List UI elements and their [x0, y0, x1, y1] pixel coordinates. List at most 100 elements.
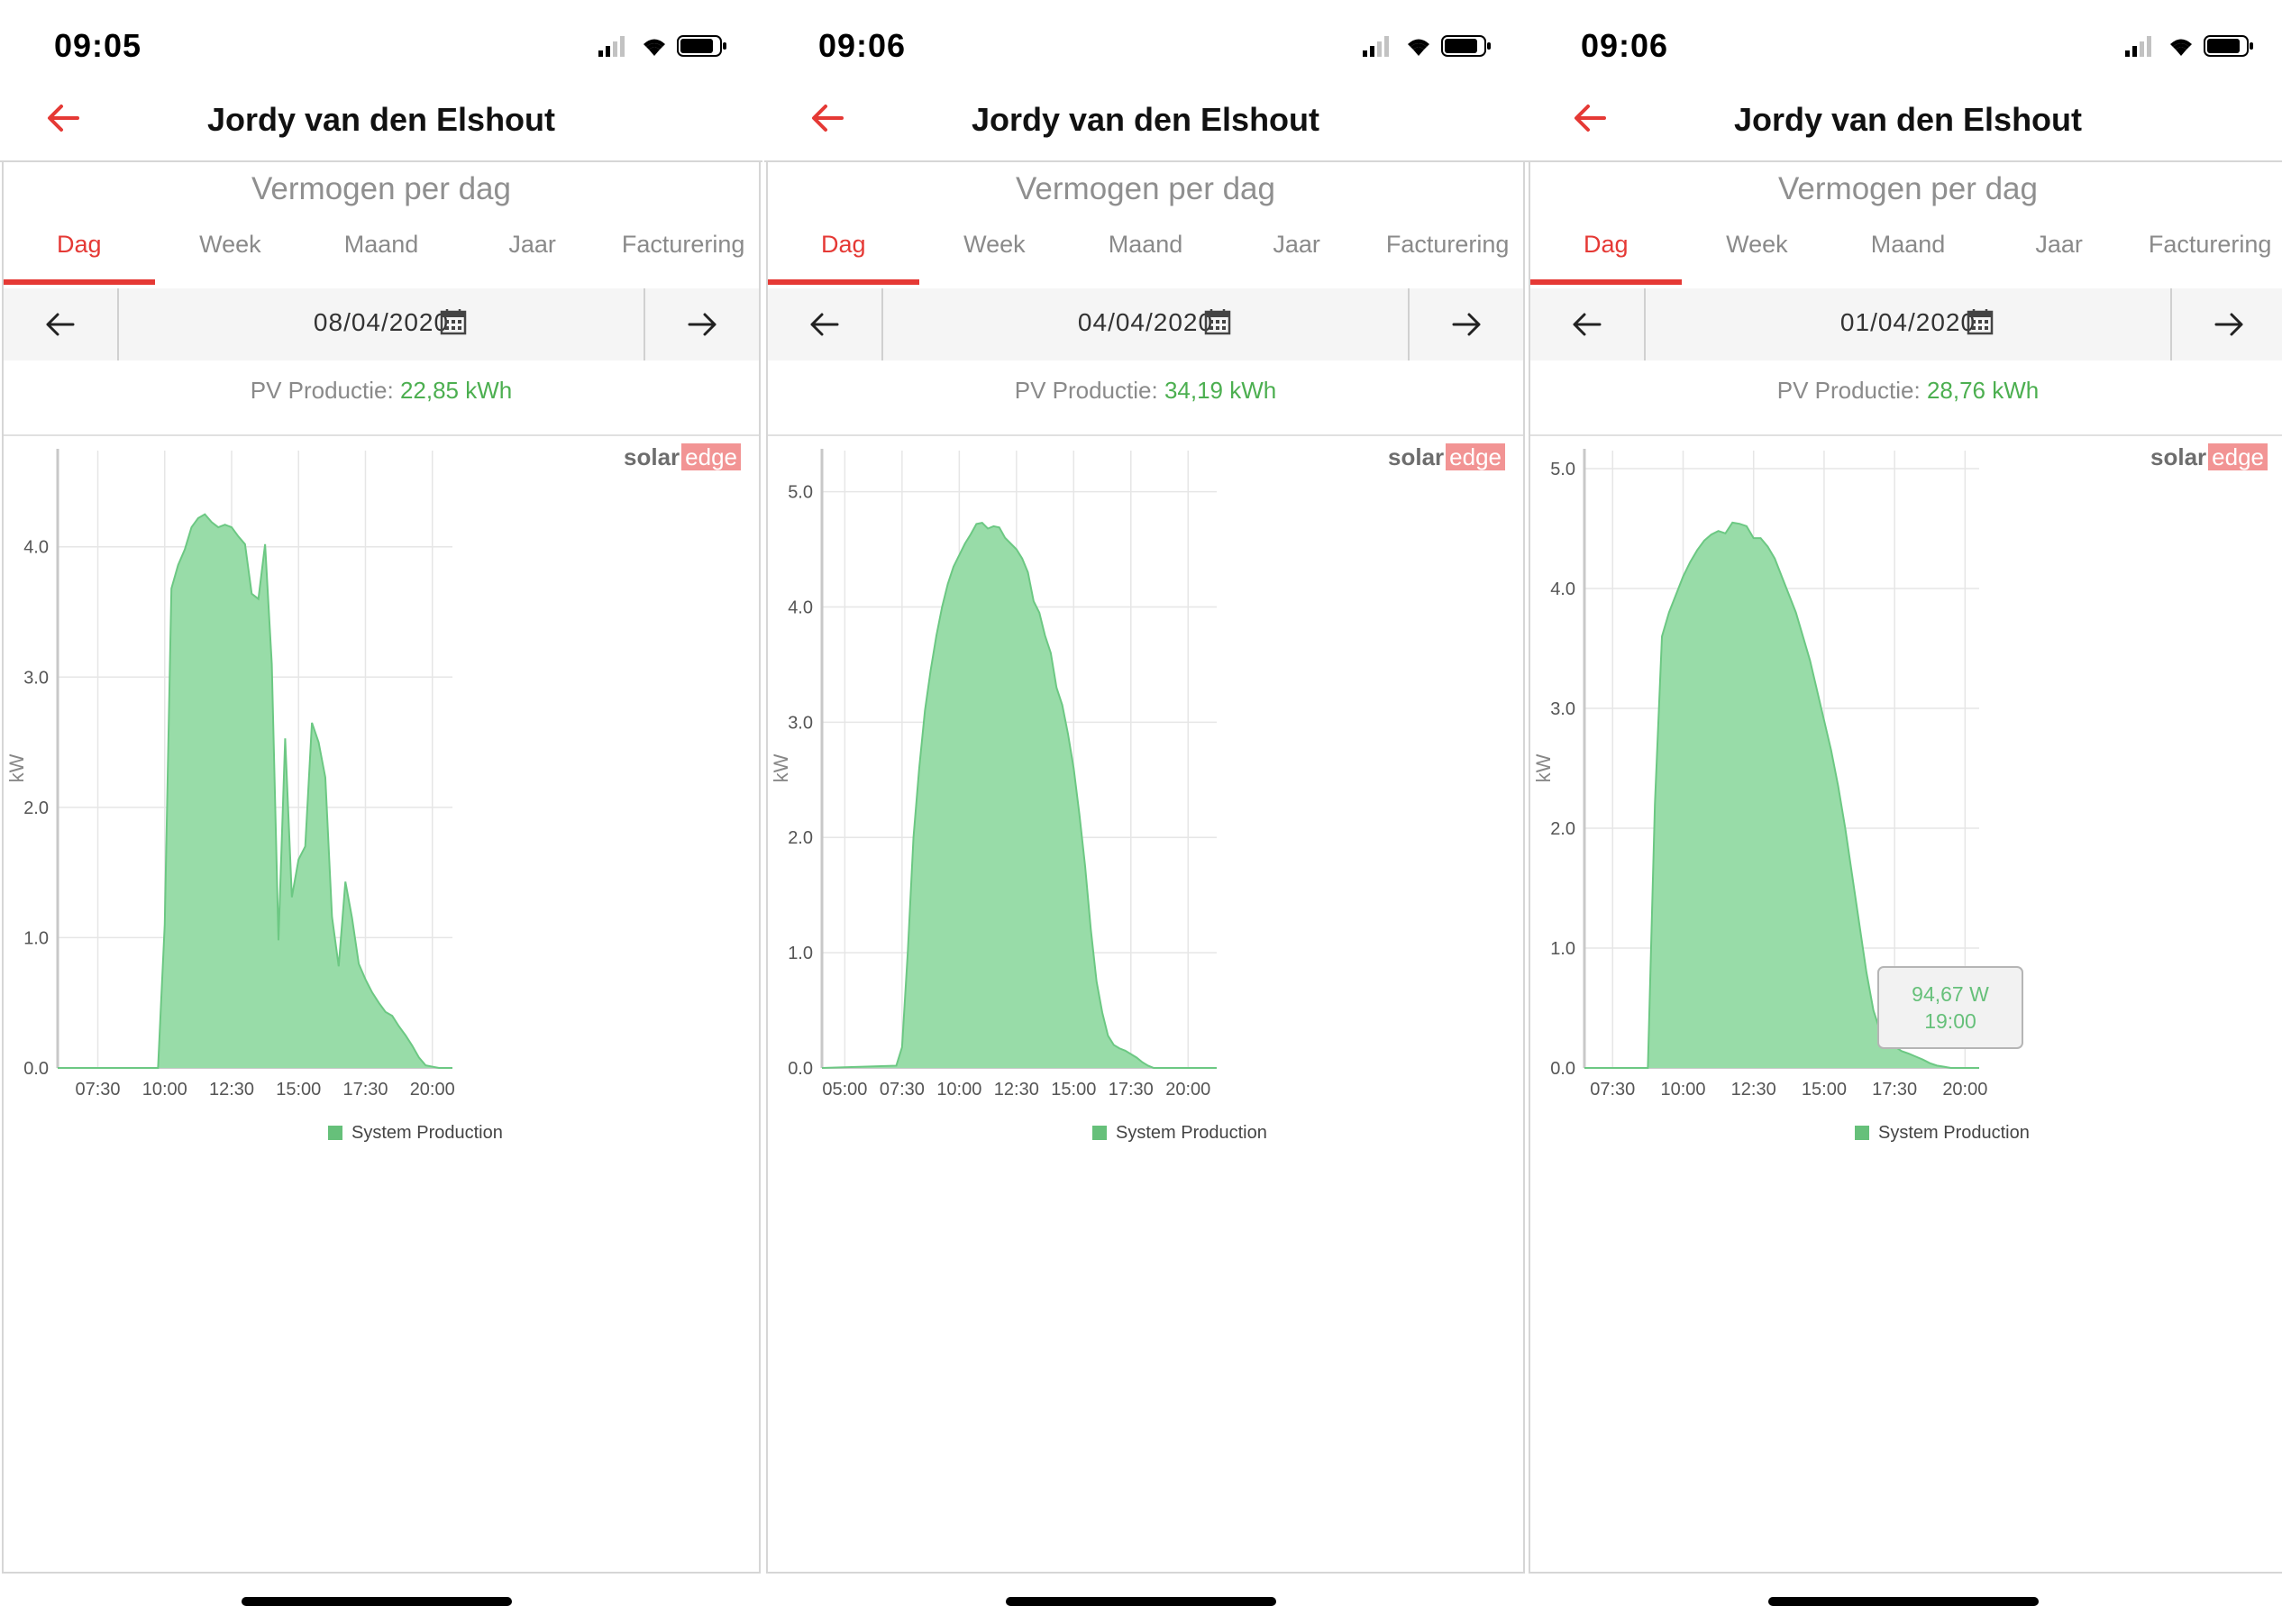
y-tick-label: 2.0 [1550, 819, 1575, 839]
divider [1530, 434, 2282, 436]
tab-jaar[interactable]: Jaar [2035, 231, 2083, 258]
card-title: Vermogen per dag [1016, 171, 1275, 206]
x-tick-label: 10:00 [1660, 1080, 1705, 1099]
status-bar: 09:06 [1527, 0, 2282, 90]
status-time: 09:05 [54, 27, 142, 64]
wifi-icon [1408, 39, 1429, 56]
y-tick-label: 5.0 [1550, 460, 1575, 479]
y-tick-label: 0.0 [1550, 1059, 1575, 1079]
pv-production-summary: PV Productie: 34,19 kWh [768, 377, 1523, 405]
arrow-right-icon [2214, 313, 2243, 336]
y-axis-label: kW [770, 753, 792, 782]
y-tick-label: 1.0 [788, 944, 813, 963]
back-arrow-icon[interactable] [806, 96, 851, 141]
legend-swatch [328, 1126, 342, 1140]
x-tick-label: 15:00 [276, 1080, 321, 1099]
pv-production-label: PV Productie: [1014, 377, 1158, 404]
signal-icon [2125, 36, 2151, 57]
date-picker[interactable]: 01/04/2020 [1644, 288, 2172, 360]
status-icons [1363, 35, 1491, 57]
tab-facturering[interactable]: Facturering [621, 231, 745, 258]
status-bar: 09:06 [764, 0, 1527, 90]
tab-dag[interactable]: Dag [768, 218, 919, 287]
arrow-left-icon [1573, 313, 1602, 336]
next-day-button[interactable] [2170, 288, 2282, 360]
previous-day-button[interactable] [768, 288, 883, 360]
x-tick-label: 17:30 [342, 1080, 388, 1099]
next-day-button[interactable] [644, 288, 759, 360]
x-tick-label: 07:30 [880, 1080, 925, 1099]
x-tick-label: 10:00 [936, 1080, 981, 1099]
legend-label: System Production [351, 1123, 503, 1143]
y-axis-label: kW [5, 753, 28, 782]
card-title: Vermogen per dag [251, 171, 511, 206]
divider [4, 434, 759, 436]
phone-screen-3: 09:06 [1527, 0, 2282, 1624]
y-tick-label: 0.0 [788, 1059, 813, 1079]
tab-facturering[interactable]: Facturering [1385, 231, 1510, 258]
period-tabs: Dag Week Maand Jaar Facturering [768, 218, 1523, 287]
y-tick-label: 4.0 [1550, 579, 1575, 599]
page-title: Jordy van den Elshout [1733, 101, 2083, 138]
home-indicator [1768, 1597, 2039, 1606]
period-tabs: Dag Week Maand Jaar Facturering [4, 218, 759, 287]
tab-week[interactable]: Week [199, 231, 261, 258]
y-tick-label: 1.0 [23, 928, 49, 948]
page-title: Jordy van den Elshout [206, 101, 556, 138]
home-indicator [1006, 1597, 1276, 1606]
date-picker[interactable]: 04/04/2020 [881, 288, 1410, 360]
battery-icon [677, 35, 726, 57]
y-tick-label: 3.0 [1550, 699, 1575, 719]
battery-icon [2204, 35, 2253, 57]
tab-jaar[interactable]: Jaar [1273, 231, 1320, 258]
tab-week[interactable]: Week [963, 231, 1026, 258]
power-card: Vermogen per dag Dag Week Maand Jaar Facture… [766, 162, 1525, 1574]
y-tick-label: 1.0 [1550, 939, 1575, 959]
tab-maand[interactable]: Maand [343, 231, 419, 258]
calendar-icon [440, 309, 467, 335]
app-header: Jordy van den Elshout [0, 90, 762, 162]
pv-production-summary: PV Productie: 28,76 kWh [1530, 377, 2282, 405]
production-area [822, 523, 1217, 1068]
x-tick-label: 10:00 [142, 1080, 187, 1099]
x-tick-label: 07:30 [76, 1080, 121, 1099]
date-picker[interactable]: 08/04/2020 [117, 288, 645, 360]
y-tick-label: 3.0 [788, 713, 813, 733]
tab-jaar[interactable]: Jaar [508, 231, 556, 258]
production-area [1584, 522, 1979, 1068]
back-arrow-icon[interactable] [41, 96, 87, 141]
x-tick-label: 20:00 [1165, 1080, 1210, 1099]
tab-week[interactable]: Week [1726, 231, 1788, 258]
tab-dag[interactable]: Dag [4, 218, 155, 287]
previous-day-button[interactable] [4, 288, 119, 360]
previous-day-button[interactable] [1530, 288, 1646, 360]
pv-production-value: 28,76 kWh [1926, 377, 2040, 404]
tab-dag[interactable]: Dag [1530, 218, 1682, 287]
production-line [821, 522, 1217, 1069]
date-navigator: 01/04/2020 [1530, 288, 2282, 360]
pv-production-label: PV Productie: [1776, 377, 1921, 404]
tab-maand[interactable]: Maand [1870, 231, 1946, 258]
x-tick-label: 15:00 [1802, 1080, 1847, 1099]
app-header: Jordy van den Elshout [1527, 90, 2282, 162]
x-tick-label: 17:30 [1872, 1080, 1917, 1099]
calendar-icon [1967, 309, 1994, 335]
y-tick-label: 2.0 [23, 798, 49, 818]
back-arrow-icon[interactable] [1568, 96, 1613, 141]
divider [768, 434, 1523, 436]
power-card: Vermogen per dag Dag Week Maand Jaar Facture… [2, 162, 761, 1574]
x-tick-label: 15:00 [1051, 1080, 1096, 1099]
tab-facturering[interactable]: Facturering [2148, 231, 2272, 258]
legend-swatch [1092, 1126, 1107, 1140]
x-tick-label: 12:30 [994, 1080, 1039, 1099]
chart-tooltip: 94,67 W 19:00 [1877, 966, 2023, 1049]
legend-label: System Production [1878, 1123, 2030, 1143]
tooltip-value: 94,67 W [1912, 982, 1989, 1006]
production-line [58, 513, 452, 1069]
tab-maand[interactable]: Maand [1108, 231, 1183, 258]
status-icons [598, 35, 726, 57]
solaredge-logo: solar edge [2150, 442, 2268, 472]
phone-screen-2: 09:06 [764, 0, 1527, 1624]
solaredge-logo: solar edge [624, 442, 741, 472]
next-day-button[interactable] [1408, 288, 1523, 360]
